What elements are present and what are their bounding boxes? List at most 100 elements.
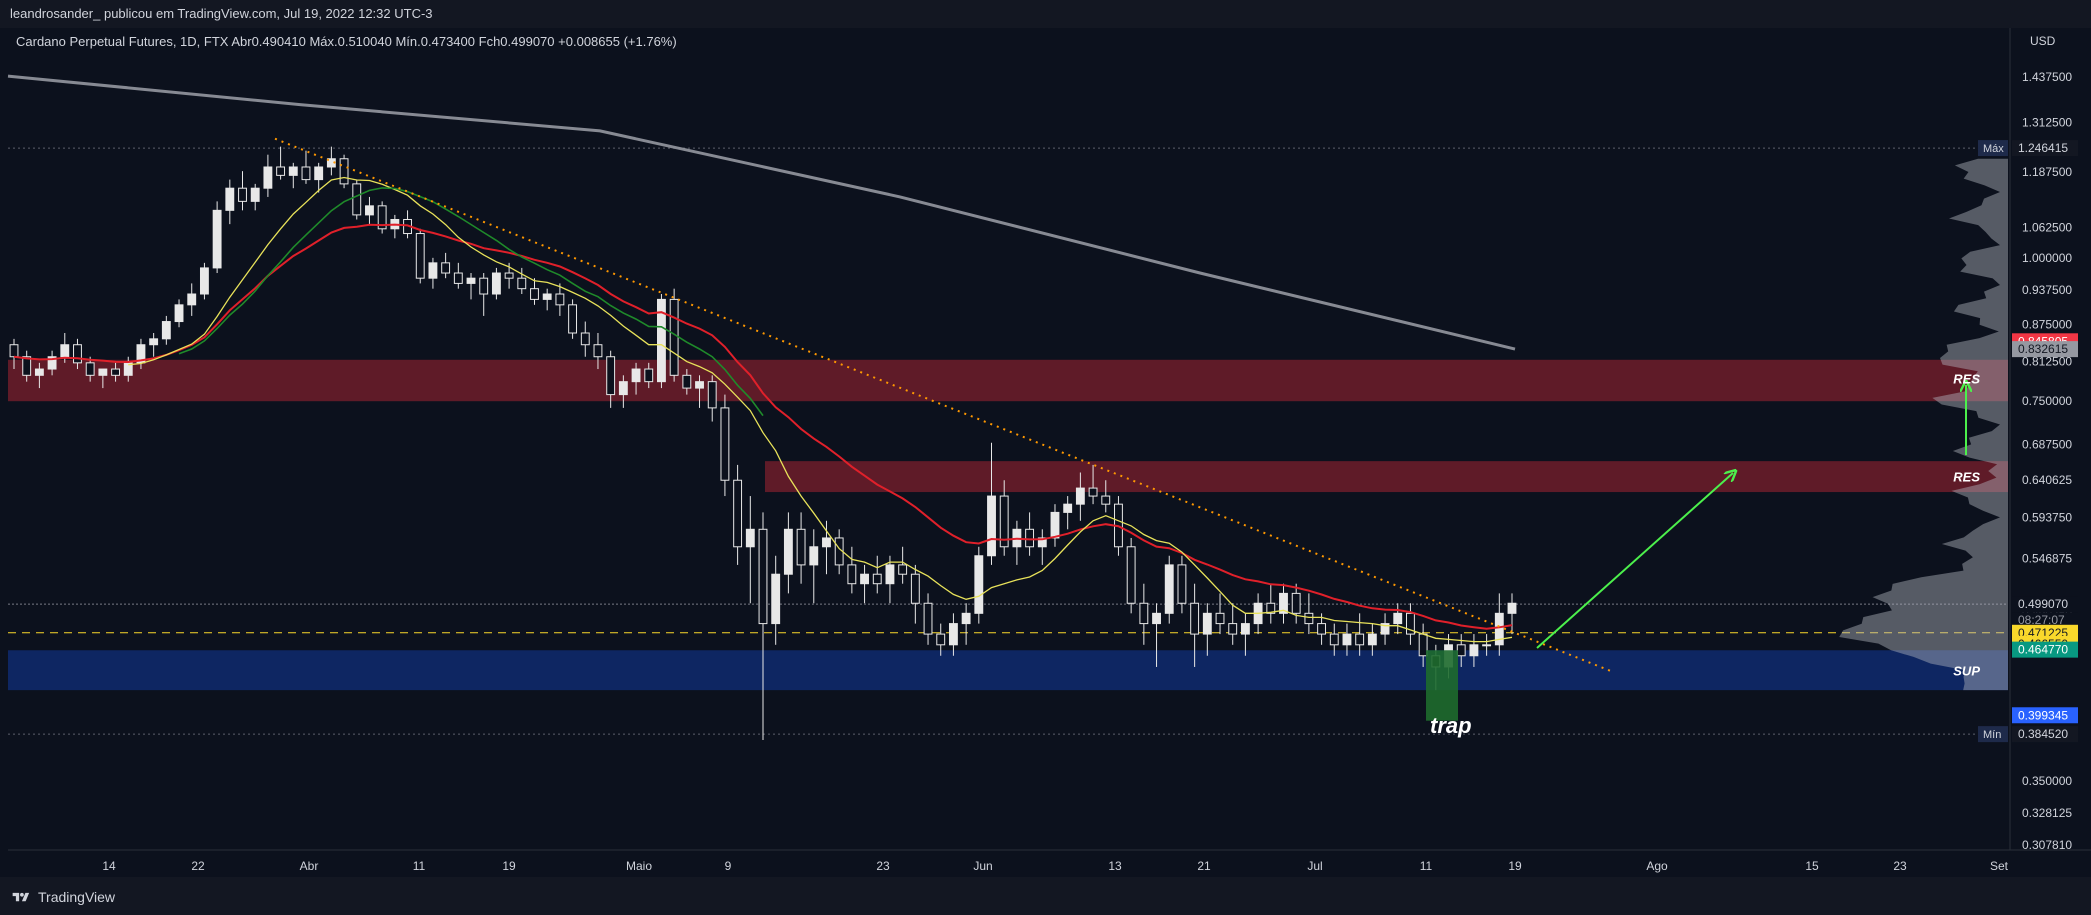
- candle-body[interactable]: [860, 573, 869, 585]
- candle-body[interactable]: [1469, 644, 1479, 657]
- candle-body[interactable]: [1291, 592, 1301, 614]
- candle-body[interactable]: [238, 187, 247, 202]
- candle-body[interactable]: [1355, 633, 1365, 646]
- candle-body[interactable]: [783, 528, 793, 575]
- candle-body[interactable]: [1215, 612, 1225, 625]
- candle-body[interactable]: [1025, 528, 1035, 548]
- candle-body[interactable]: [441, 262, 451, 274]
- candle-body[interactable]: [758, 528, 768, 625]
- candle-body[interactable]: [822, 537, 831, 548]
- candle-body[interactable]: [466, 277, 476, 284]
- candle-body[interactable]: [1380, 623, 1390, 635]
- candle-body[interactable]: [149, 338, 159, 346]
- candle-body[interactable]: [1456, 644, 1466, 657]
- candle-body[interactable]: [923, 602, 933, 635]
- candle-body[interactable]: [1177, 564, 1187, 604]
- candle-body[interactable]: [657, 298, 666, 383]
- tradingview-brand[interactable]: TradingView: [10, 889, 115, 905]
- candle-body[interactable]: [1367, 633, 1377, 646]
- candle-body[interactable]: [809, 546, 819, 566]
- candle-body[interactable]: [885, 564, 895, 585]
- candle-body[interactable]: [1126, 546, 1136, 604]
- candle-body[interactable]: [1101, 495, 1111, 505]
- candle-body[interactable]: [1075, 487, 1085, 505]
- candle-body[interactable]: [733, 479, 743, 548]
- candle-body[interactable]: [377, 205, 387, 230]
- candle-body[interactable]: [34, 368, 44, 376]
- candle-body[interactable]: [555, 293, 565, 306]
- candle-body[interactable]: [479, 277, 489, 295]
- candle-body[interactable]: [1329, 633, 1339, 646]
- candle-body[interactable]: [263, 166, 273, 189]
- candle-body[interactable]: [1152, 612, 1161, 625]
- candle-body[interactable]: [898, 564, 908, 575]
- candle-body[interactable]: [339, 158, 349, 185]
- candle-body[interactable]: [1228, 623, 1238, 635]
- candle-body[interactable]: [1393, 612, 1403, 625]
- candle-body[interactable]: [504, 272, 514, 279]
- candle-body[interactable]: [314, 166, 324, 181]
- candle-body[interactable]: [1482, 644, 1492, 647]
- candle-body[interactable]: [1037, 537, 1047, 548]
- candle-body[interactable]: [85, 362, 95, 376]
- candle-body[interactable]: [720, 407, 730, 481]
- candle-body[interactable]: [111, 368, 120, 376]
- candle-body[interactable]: [631, 368, 641, 383]
- candle-body[interactable]: [542, 293, 552, 300]
- candle-body[interactable]: [961, 612, 971, 625]
- candle-body[interactable]: [695, 381, 704, 389]
- candle-body[interactable]: [530, 288, 539, 300]
- candle-body[interactable]: [1190, 602, 1200, 635]
- candle-body[interactable]: [174, 304, 184, 323]
- candle-body[interactable]: [1266, 602, 1276, 614]
- candle-body[interactable]: [1418, 633, 1428, 657]
- candle-body[interactable]: [910, 573, 920, 604]
- candle-body[interactable]: [1406, 612, 1415, 635]
- candle-body[interactable]: [936, 633, 946, 646]
- candle-body[interactable]: [568, 304, 578, 334]
- candle-body[interactable]: [276, 166, 286, 176]
- candle-body[interactable]: [593, 344, 603, 358]
- candle-body[interactable]: [352, 183, 362, 216]
- candle-body[interactable]: [415, 233, 425, 279]
- candle-body[interactable]: [771, 573, 781, 625]
- candle-body[interactable]: [98, 368, 108, 376]
- candle-body[interactable]: [682, 374, 692, 389]
- candle-body[interactable]: [987, 495, 996, 557]
- candle-body[interactable]: [1240, 623, 1250, 635]
- candle-body[interactable]: [199, 267, 209, 295]
- candle-body[interactable]: [491, 272, 501, 295]
- candle-body[interactable]: [1304, 612, 1314, 625]
- candle-body[interactable]: [301, 166, 311, 181]
- candle-body[interactable]: [187, 293, 197, 306]
- candle-body[interactable]: [212, 209, 222, 269]
- candle-body[interactable]: [1507, 602, 1517, 614]
- candle-body[interactable]: [73, 344, 82, 364]
- candle-body[interactable]: [1139, 602, 1149, 625]
- candle-body[interactable]: [707, 381, 717, 409]
- candle-body[interactable]: [644, 368, 654, 383]
- candle-body[interactable]: [22, 356, 32, 376]
- candle-body[interactable]: [250, 187, 260, 202]
- candle-body[interactable]: [161, 321, 171, 340]
- candle-body[interactable]: [974, 555, 984, 614]
- candle-body[interactable]: [872, 573, 882, 585]
- candle-body[interactable]: [428, 262, 438, 279]
- candle-body[interactable]: [9, 344, 19, 358]
- candle-body[interactable]: [745, 528, 755, 548]
- candle-body[interactable]: [1202, 612, 1212, 635]
- candle-body[interactable]: [999, 495, 1009, 548]
- candle-body[interactable]: [796, 528, 806, 566]
- candle-body[interactable]: [517, 277, 527, 290]
- candle-body[interactable]: [453, 272, 463, 284]
- candle-body[interactable]: [1317, 623, 1327, 635]
- candle-body[interactable]: [1050, 511, 1060, 539]
- candle-body[interactable]: [1088, 487, 1098, 497]
- candle-body[interactable]: [606, 356, 616, 396]
- candle-body[interactable]: [1494, 612, 1504, 646]
- candle-body[interactable]: [60, 344, 70, 358]
- candle-body[interactable]: [47, 356, 57, 370]
- candle-body[interactable]: [847, 564, 857, 585]
- candle-body[interactable]: [1342, 633, 1352, 646]
